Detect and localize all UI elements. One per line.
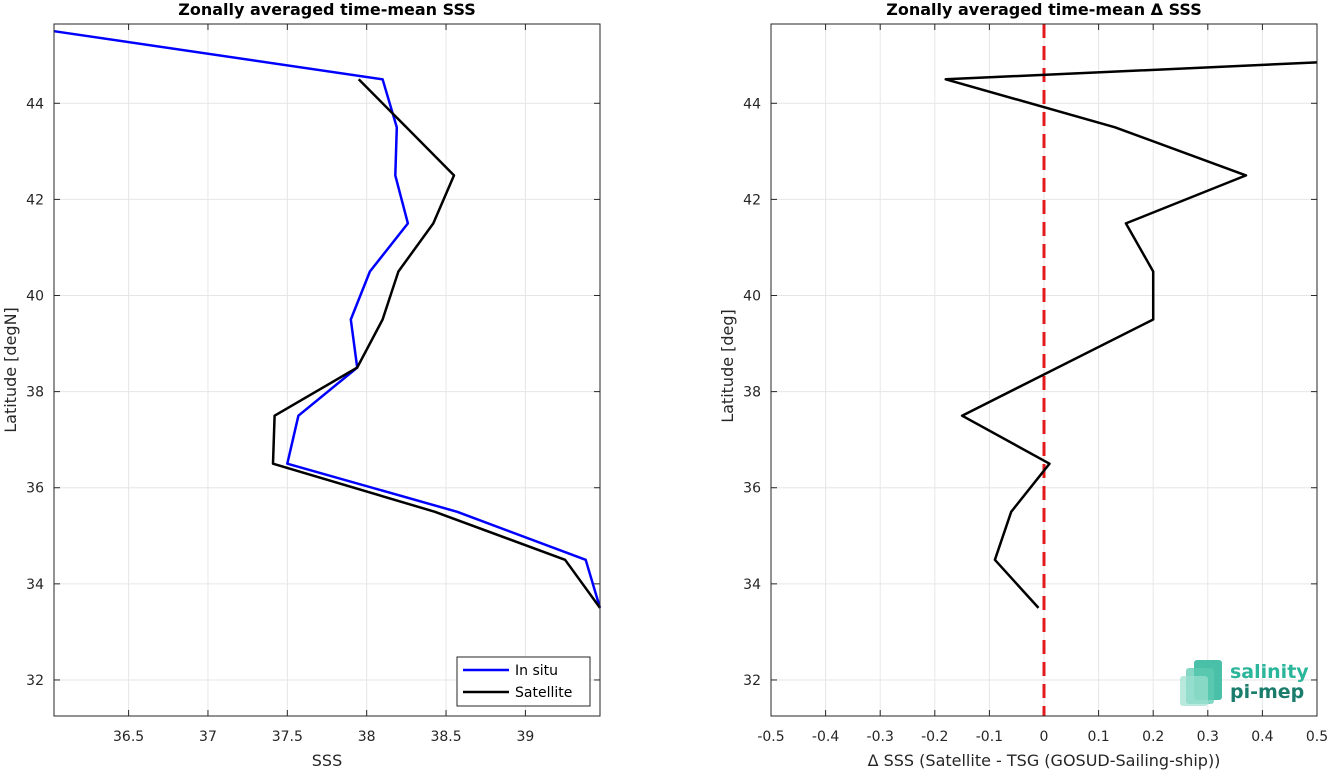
left-y-axis-label: Latitude [degN] [1, 307, 20, 433]
right-y-tick-label: 38 [743, 385, 761, 401]
right-x-tick-label: 0 [1040, 729, 1049, 745]
left-plot-area [54, 24, 600, 716]
legend-box [456, 656, 591, 707]
left-x-tick-label: 36.5 [113, 729, 144, 745]
right-x-tick-label: 0.4 [1251, 729, 1273, 745]
left-plot-frame [53, 23, 601, 717]
salinity-pi-mep-logo: salinity pi-mep [1180, 660, 1309, 706]
right-plot-frame [770, 23, 1318, 717]
left-y-tick-label: 34 [26, 577, 44, 593]
right-y-tick-label: 34 [743, 577, 761, 593]
right-chart-title: Zonally averaged time-mean Δ SSS [886, 0, 1202, 19]
right-x-tick-label: 0.3 [1197, 729, 1219, 745]
right-y-tick-label: 42 [743, 192, 761, 208]
legend: In situ Satellite [456, 656, 591, 707]
right-y-tick-label: 32 [743, 673, 761, 689]
logo-text-salinity: salinity [1230, 661, 1309, 683]
right-y-tick-label: 40 [743, 289, 761, 305]
legend-in-situ-label: In situ [515, 663, 558, 679]
right-x-axis-label: Δ SSS (Satellite - TSG (GOSUD-Sailing-sh… [868, 751, 1221, 770]
left-y-tick-label: 32 [26, 673, 44, 689]
right-x-tick-label: -0.4 [812, 729, 839, 745]
left-y-tick-label: 40 [26, 289, 44, 305]
right-x-tick-label: 0.1 [1087, 729, 1109, 745]
right-x-tick-label: -0.1 [976, 729, 1003, 745]
left-x-tick-label: 39 [516, 729, 534, 745]
right-x-tick-label: 0.5 [1306, 729, 1328, 745]
right-y-axis-label: Latitude [deg] [718, 309, 737, 423]
left-x-tick-label: 38.5 [430, 729, 461, 745]
left-x-tick-label: 37 [199, 729, 217, 745]
left-y-tick-label: 38 [26, 385, 44, 401]
right-x-tick-label: -0.3 [867, 729, 894, 745]
left-y-tick-label: 42 [26, 192, 44, 208]
left-y-tick-label: 44 [26, 96, 44, 112]
left-chart-title: Zonally averaged time-mean SSS [178, 0, 476, 19]
left-x-tick-label: 38 [358, 729, 376, 745]
legend-satellite-label: Satellite [515, 685, 572, 701]
right-x-tick-label: 0.2 [1142, 729, 1164, 745]
right-x-tick-label: -0.2 [921, 729, 948, 745]
left-series-in-situ-line [53, 29, 602, 609]
right-y-tick-label: 44 [743, 96, 761, 112]
right-chart: Zonally averaged time-mean Δ SSS -0.5 -0.… [718, 0, 1328, 770]
left-y-tick-label: 36 [26, 481, 44, 497]
right-x-tick-label: -0.5 [757, 729, 784, 745]
right-series-delta-sss-line [944, 61, 1318, 609]
logo-text-pi-mep: pi-mep [1230, 681, 1304, 703]
left-x-tick-label: 37.5 [272, 729, 303, 745]
logo-wave-icon [1180, 660, 1222, 706]
left-x-axis-label: SSS [312, 751, 342, 770]
left-chart: Zonally averaged time-mean SSS 36.5 37 37.… [1, 0, 602, 770]
right-y-tick-label: 36 [743, 481, 761, 497]
left-series-satellite-line [271, 78, 602, 609]
